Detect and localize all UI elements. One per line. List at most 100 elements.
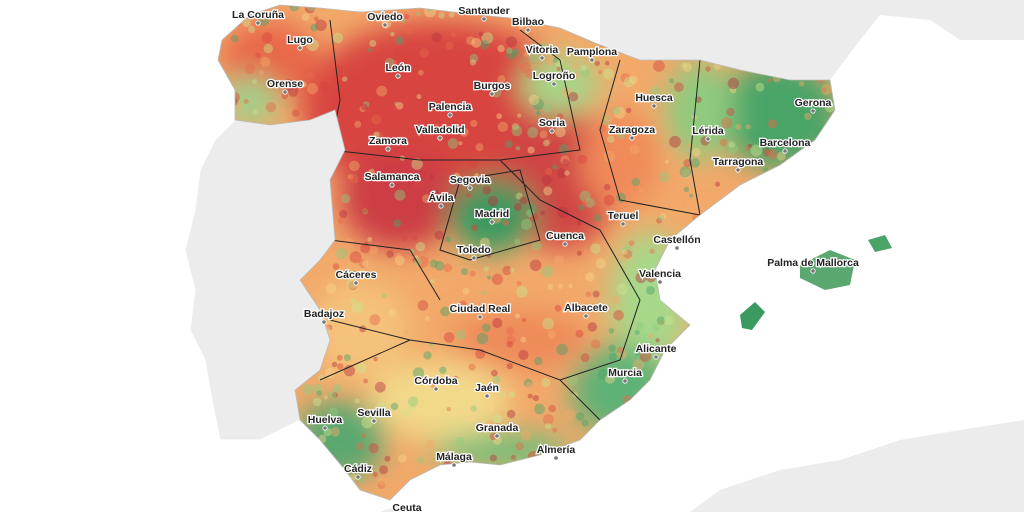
city-label: Granada — [476, 422, 519, 434]
municipality — [355, 362, 367, 374]
municipality — [635, 272, 647, 284]
municipality — [417, 256, 429, 268]
municipality — [575, 14, 584, 23]
municipality — [690, 158, 700, 168]
municipality — [350, 298, 356, 304]
municipality — [803, 452, 810, 460]
municipality — [362, 260, 369, 267]
municipality — [543, 186, 553, 196]
municipality — [539, 130, 548, 139]
municipality — [331, 361, 338, 368]
france — [600, 0, 1024, 80]
municipality — [686, 143, 692, 148]
municipality — [762, 304, 768, 310]
municipality — [337, 363, 344, 370]
municipality — [502, 265, 512, 276]
municipality — [696, 267, 702, 272]
municipality — [628, 240, 635, 247]
municipality — [347, 174, 354, 180]
municipality — [257, 451, 267, 461]
municipality — [459, 300, 467, 308]
municipality — [283, 461, 294, 471]
municipality — [514, 239, 521, 245]
municipality — [568, 91, 579, 102]
municipality — [445, 236, 452, 243]
municipality — [506, 335, 516, 345]
municipality — [350, 270, 359, 279]
municipality — [629, 75, 638, 85]
municipality — [656, 316, 666, 325]
city-dot — [433, 386, 439, 392]
municipality — [623, 76, 635, 88]
municipality — [306, 5, 318, 12]
municipality — [430, 383, 436, 389]
municipality — [727, 77, 739, 90]
city-label: Albacete — [564, 302, 608, 314]
municipality — [367, 47, 373, 53]
municipality — [224, 107, 236, 119]
municipality — [759, 399, 766, 406]
municipality — [665, 280, 672, 287]
municipality — [496, 113, 503, 119]
municipality — [652, 474, 663, 485]
mallorca — [800, 250, 855, 290]
municipality — [545, 167, 553, 175]
municipality — [577, 154, 588, 165]
municipality — [556, 113, 564, 120]
municipality — [470, 405, 477, 412]
city-label: Castellón — [653, 234, 700, 246]
city-dot — [385, 146, 391, 152]
municipality — [602, 68, 615, 80]
city-label: Málaga — [436, 451, 472, 463]
municipality — [293, 425, 305, 437]
municipality — [648, 412, 661, 425]
city-label: Orense — [267, 78, 303, 90]
city-label: Cáceres — [336, 269, 377, 281]
municipality — [361, 103, 368, 111]
municipality — [835, 108, 842, 115]
municipality — [640, 476, 652, 488]
municipality — [683, 186, 690, 192]
city-label: La Coruña — [232, 9, 284, 21]
municipality — [476, 332, 489, 345]
municipality — [622, 394, 633, 405]
municipality — [701, 331, 713, 343]
municipality — [708, 270, 720, 282]
city-label: Madrid — [475, 208, 509, 220]
city-label: Gerona — [795, 97, 832, 109]
city-dot — [255, 20, 261, 26]
municipality — [598, 69, 603, 75]
municipality — [714, 181, 721, 187]
municipality — [443, 263, 453, 273]
municipality — [547, 283, 554, 290]
municipality — [413, 178, 425, 190]
municipality — [487, 404, 495, 412]
municipality — [726, 371, 735, 380]
city-label: Ciudad Real — [450, 303, 511, 315]
municipality — [349, 174, 359, 184]
municipality — [481, 32, 494, 44]
city-label: Cádiz — [344, 463, 372, 475]
municipality — [326, 324, 333, 331]
municipality — [741, 284, 752, 296]
municipality — [376, 401, 388, 412]
municipality — [487, 275, 492, 280]
municipality — [231, 443, 244, 456]
city-dot — [484, 393, 490, 399]
municipality — [255, 52, 261, 58]
municipality — [811, 350, 817, 357]
municipality — [800, 300, 810, 311]
city-label: Alicante — [636, 343, 677, 355]
municipality — [815, 178, 821, 184]
municipality — [520, 430, 532, 441]
municipality — [384, 455, 391, 462]
city-label: Lérida — [692, 125, 724, 137]
municipality — [297, 102, 305, 111]
municipality — [640, 465, 648, 473]
municipality — [638, 188, 644, 194]
city-dot — [705, 136, 711, 142]
municipality — [360, 204, 369, 214]
municipality — [469, 53, 479, 63]
municipality — [802, 147, 814, 159]
municipality — [256, 442, 261, 448]
